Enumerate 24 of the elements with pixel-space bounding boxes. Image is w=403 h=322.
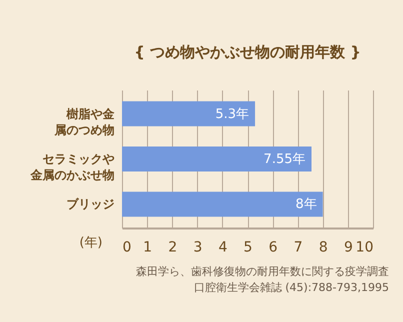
chart-title: { つめ物やかぶせ物の耐用年数 }	[134, 43, 361, 61]
x-tick-label: 6	[268, 240, 278, 256]
y-tick-label: ブリッジ	[66, 197, 114, 212]
x-tick-label: 8	[318, 240, 328, 256]
data-label: 8年	[296, 197, 317, 212]
text: 森田学ら、歯科修復物の耐用年数に関する疫学調査	[136, 264, 389, 280]
y-tick-label: 樹脂や金属のつめ物	[54, 106, 116, 137]
bar	[122, 192, 323, 217]
x-tick-label: 5	[244, 240, 252, 256]
x-tick-label: 10	[356, 240, 374, 256]
x-tick-label: 2	[168, 240, 178, 256]
bar	[122, 101, 256, 126]
x-tick-label: 0	[122, 240, 132, 256]
y-tick-label: セラミックや金属のかぶせ物	[30, 152, 114, 182]
x-tick-label: 1	[143, 240, 152, 256]
x-tick-label: 4	[218, 240, 228, 256]
x-tick-label: 9	[344, 240, 353, 256]
data-label: 7.55年	[264, 152, 306, 167]
text: 口腔衛生学会雑誌 (45):788-793,1995	[192, 280, 389, 296]
bar	[122, 146, 312, 172]
x-tick-label: 7	[294, 240, 303, 256]
x-tick-label: 3	[193, 240, 202, 256]
data-label: 5.3年	[215, 106, 250, 122]
x-axis-title: (年)	[79, 236, 102, 250]
